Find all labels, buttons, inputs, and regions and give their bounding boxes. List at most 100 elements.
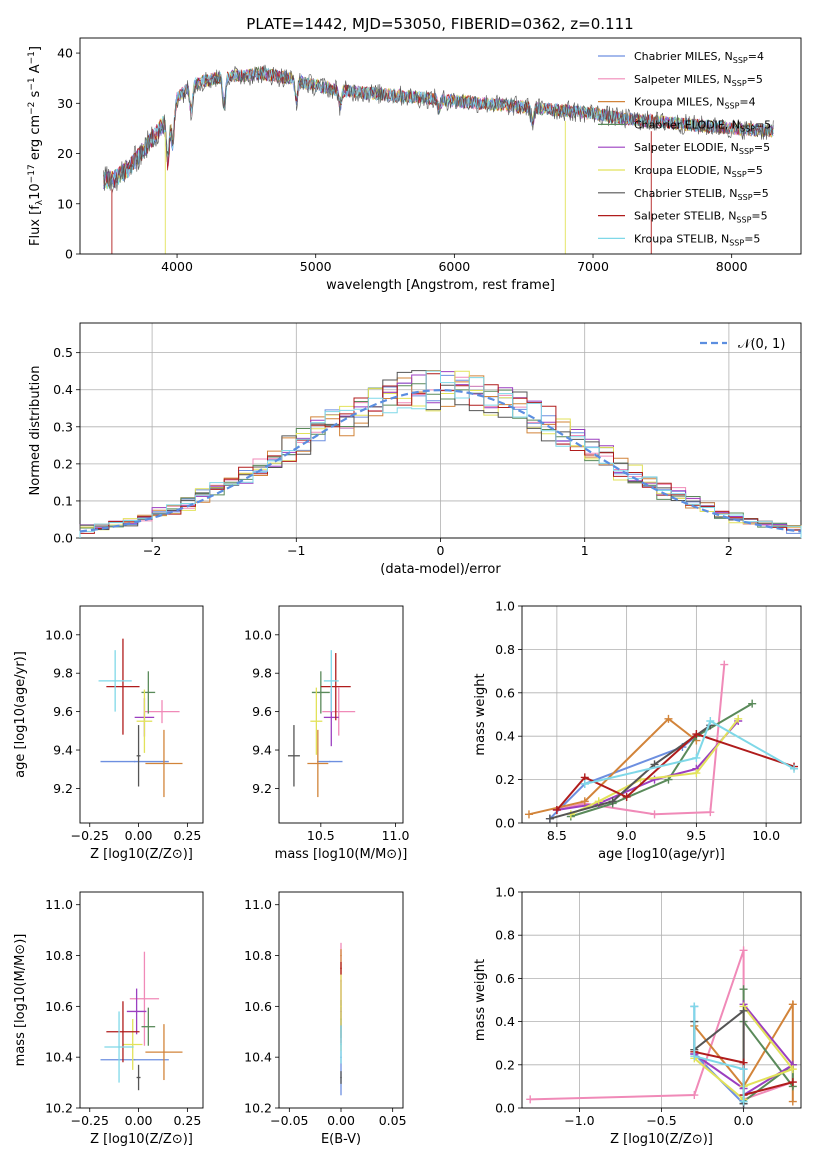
errorbar-point <box>137 754 140 757</box>
weight-marker <box>650 810 659 819</box>
weight-marker <box>739 1065 748 1074</box>
y-tick-label: 40 <box>57 46 73 61</box>
errorbar-point <box>330 716 333 719</box>
weight-marker <box>739 1006 748 1015</box>
y-tick-label: 9.8 <box>53 666 73 681</box>
weight-marker <box>690 1002 699 1011</box>
x-tick-label: 8000 <box>716 259 748 274</box>
y-tick-label: 9.4 <box>53 743 73 758</box>
axes-frame <box>521 891 802 1109</box>
y-tick-label: 1.0 <box>495 599 515 614</box>
errorbar-point <box>317 762 319 765</box>
x-tick-label: 0.00 <box>327 1113 355 1128</box>
x-tick-label: 0.05 <box>379 1113 407 1128</box>
weight-marker <box>580 779 589 788</box>
y-tick-label: 9.6 <box>53 704 73 719</box>
x-tick-label: 0.25 <box>173 828 201 843</box>
x-tick-label: 0.00 <box>125 1113 153 1128</box>
x-tick-label: 0 <box>437 543 445 558</box>
y-tick-label: 0.0 <box>53 531 73 546</box>
y-tick-label: 0.5 <box>53 345 73 360</box>
errorbar-point <box>328 760 331 763</box>
legend-label: Salpeter STELIB, NSSP=5 <box>634 210 768 225</box>
errorbar-point <box>133 1058 136 1061</box>
y-axis-label: Flux [fλ10−17 erg cm−2 s−1 A−1] <box>27 46 45 246</box>
y-tick-label: 9.6 <box>252 704 272 719</box>
errorbar-point <box>143 720 146 723</box>
age-vs-Z-panel: −0.25 0.00 0.25 9.2 9.4 9.6 9.8 10.0 Z [log10(Z/… <box>13 605 204 862</box>
errorbar-point <box>293 754 295 757</box>
normal-curve <box>79 388 802 533</box>
legend-label: 𝒩(0, 1) <box>738 337 785 352</box>
x-axis-label: E(B-V) <box>321 1132 361 1147</box>
weight-marker <box>664 714 673 723</box>
y-tick-label: 0.0 <box>495 1101 515 1116</box>
x-tick-label: 0.00 <box>125 828 153 843</box>
y-tick-label: 1.0 <box>495 885 515 900</box>
weight-marker <box>734 714 743 723</box>
y-axis-label: mass weight <box>473 959 488 1041</box>
x-tick-label: 5000 <box>300 259 332 274</box>
x-tick-label: 11.0 <box>382 828 410 843</box>
weight-marker <box>690 1091 699 1100</box>
axes-frame <box>278 605 404 824</box>
y-tick-label: 0.2 <box>495 1057 515 1072</box>
x-tick-label: 9.0 <box>617 828 637 843</box>
y-tick-label: 10.8 <box>244 948 272 963</box>
y-tick-label: 9.4 <box>252 743 272 758</box>
x-tick-label: 0.25 <box>173 1113 201 1128</box>
histogram-panel: −2 −1 0 1 2 0.0 0.1 0.2 0.3 0.4 0.5 (data-model)/er… <box>28 322 802 577</box>
x-tick-label: 0.0 <box>734 1113 754 1128</box>
y-tick-label: 0.0 <box>495 816 515 831</box>
y-tick-label: 10.8 <box>45 948 73 963</box>
weight-marker <box>650 775 659 784</box>
errorbar-point <box>163 762 165 765</box>
weight-marker <box>720 660 729 669</box>
weight-marker <box>790 764 799 773</box>
y-tick-label: 0.6 <box>495 971 515 986</box>
y-tick-label: 10.6 <box>244 999 272 1014</box>
mass-weight-vs-age-panel: 8.5 9.0 9.5 10.0 0.0 0.2 0.4 0.6 0.8 1.0 age [log1… <box>473 599 802 862</box>
x-tick-label: 10.0 <box>752 828 780 843</box>
errorbar-point <box>340 967 342 970</box>
legend-label: Kroupa ELODIE, NSSP=5 <box>634 164 763 179</box>
weight-marker <box>608 797 617 806</box>
errorbar-point <box>161 710 163 713</box>
x-axis-label: age [log10(age/yr)] <box>598 847 725 862</box>
y-tick-label: 0.2 <box>495 772 515 787</box>
weight-marker <box>545 814 554 823</box>
y-tick-label: 20 <box>57 146 73 161</box>
y-tick-label: 10 <box>57 196 73 211</box>
y-tick-label: 11.0 <box>244 897 272 912</box>
y-axis-label: Normed distribution <box>28 366 43 496</box>
spectrum-panel: 4000 5000 6000 7000 8000 0 10 20 30 40 wavelength … <box>27 37 802 293</box>
errorbar-point <box>337 710 340 713</box>
y-tick-label: 10.4 <box>45 1050 73 1065</box>
y-tick-label: 0.4 <box>495 1014 515 1029</box>
mass-vs-EBV-panel: −0.05 0.00 0.05 10.2 10.4 10.6 10.8 11.0 E(B-V) <box>244 891 407 1147</box>
spectrum-series-6 <box>103 64 774 194</box>
weight-marker <box>552 805 561 814</box>
weight-series-2 <box>693 1000 794 1102</box>
legend-label: Chabrier ELODIE, NSSP=5 <box>634 118 771 133</box>
axes-frame <box>79 37 802 255</box>
y-tick-label: 11.0 <box>45 897 73 912</box>
errorbar-point <box>135 1010 138 1013</box>
x-tick-label: −0.05 <box>270 1113 308 1128</box>
legend-label: Kroupa STELIB, NSSP=5 <box>634 232 760 247</box>
y-tick-label: 9.8 <box>252 666 272 681</box>
weight-marker <box>788 1097 797 1106</box>
weight-marker <box>788 1078 797 1087</box>
weight-series-8 <box>584 719 795 785</box>
y-tick-label: 0.1 <box>53 493 73 508</box>
mass-weight-vs-Z-panel: −1.0 −0.5 0.0 0.0 0.2 0.4 0.6 0.8 1.0 Z [log10(Z/… <box>473 885 802 1147</box>
x-axis-label: Z [log10(Z/Z⊙)] <box>610 1132 713 1147</box>
x-tick-label: 2 <box>725 543 733 558</box>
errorbar-point <box>122 685 124 688</box>
y-tick-label: 0.8 <box>495 928 515 943</box>
y-tick-label: 10.4 <box>244 1050 272 1065</box>
errorbar-point <box>147 1025 150 1028</box>
y-tick-label: 10.0 <box>45 627 73 642</box>
y-tick-label: 9.2 <box>53 781 73 796</box>
